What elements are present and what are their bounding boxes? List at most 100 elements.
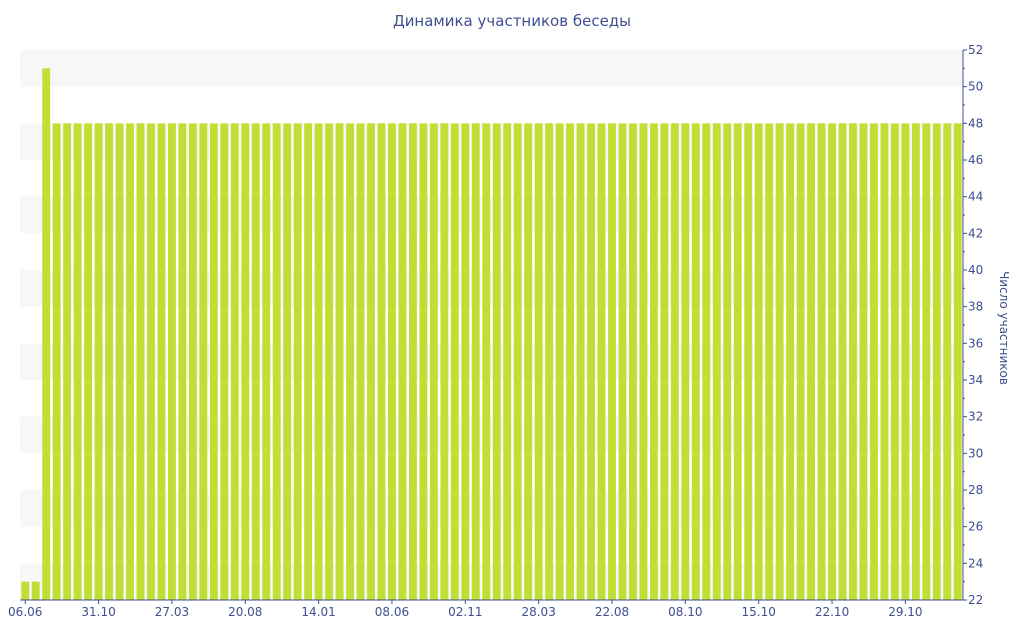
bar[interactable] — [325, 123, 334, 600]
bar[interactable] — [629, 123, 637, 600]
bar[interactable] — [597, 123, 606, 600]
bar[interactable] — [178, 123, 187, 600]
bar[interactable] — [670, 123, 679, 600]
bar[interactable] — [398, 123, 407, 600]
bar[interactable] — [754, 123, 763, 600]
bar[interactable] — [723, 123, 732, 600]
bar[interactable] — [482, 123, 491, 600]
bar[interactable] — [440, 123, 449, 600]
bar[interactable] — [649, 123, 658, 600]
bar[interactable] — [251, 123, 260, 600]
bar[interactable] — [702, 123, 711, 600]
bar[interactable] — [775, 123, 784, 600]
x-tick-label: 15.10 — [742, 605, 776, 619]
bar[interactable] — [73, 123, 82, 600]
y-axis-title: Число участников — [997, 271, 1011, 385]
bar[interactable] — [660, 123, 669, 600]
bar[interactable] — [241, 123, 250, 600]
bar[interactable] — [429, 123, 438, 600]
bar[interactable] — [576, 123, 585, 600]
bar[interactable] — [293, 123, 302, 600]
bar[interactable] — [545, 123, 554, 600]
bar[interactable] — [63, 123, 72, 600]
bar[interactable] — [471, 123, 480, 600]
bar[interactable] — [21, 581, 30, 600]
bar[interactable] — [859, 123, 868, 600]
bar[interactable] — [691, 123, 700, 600]
x-axis: 06.06 31.10 27.03 20.08 14.01 08.06 02.11 28.03… — [8, 599, 963, 619]
bar[interactable] — [890, 123, 899, 600]
bar[interactable] — [922, 123, 931, 600]
bar[interactable] — [765, 123, 774, 600]
bar[interactable] — [817, 123, 826, 600]
bar[interactable] — [199, 123, 208, 600]
x-tick-label: 27.03 — [155, 605, 189, 619]
grid-band — [20, 50, 963, 87]
bar[interactable] — [880, 123, 889, 600]
bar[interactable] — [639, 123, 648, 600]
bar[interactable] — [388, 123, 396, 600]
bar[interactable] — [52, 123, 61, 600]
bar[interactable] — [157, 123, 166, 600]
bar[interactable] — [126, 123, 134, 600]
bar[interactable] — [566, 123, 575, 600]
bar[interactable] — [209, 123, 218, 600]
bar[interactable] — [587, 123, 595, 600]
bar[interactable] — [503, 123, 512, 600]
bar[interactable] — [953, 123, 962, 600]
bar[interactable] — [608, 123, 616, 600]
bar[interactable] — [513, 123, 522, 600]
bar[interactable] — [188, 123, 197, 600]
x-tick-label: 20.08 — [228, 605, 262, 619]
bar[interactable] — [828, 123, 836, 600]
bar[interactable] — [115, 123, 124, 600]
bar[interactable] — [534, 123, 543, 600]
bar[interactable] — [367, 123, 375, 600]
bar[interactable] — [84, 123, 93, 600]
bar[interactable] — [304, 123, 313, 600]
bar[interactable] — [712, 123, 721, 600]
bar[interactable] — [31, 581, 40, 600]
bar[interactable] — [377, 123, 386, 600]
bar[interactable] — [262, 123, 271, 600]
bar[interactable] — [42, 68, 51, 601]
bar[interactable] — [450, 123, 459, 600]
bar[interactable] — [524, 123, 533, 600]
bar[interactable] — [272, 123, 281, 600]
bar[interactable] — [911, 123, 920, 600]
bar[interactable] — [94, 123, 103, 600]
bar[interactable] — [796, 123, 805, 600]
bar[interactable] — [147, 123, 155, 600]
bar[interactable] — [419, 123, 428, 600]
bar[interactable] — [335, 123, 344, 600]
y-tick-label: 30 — [968, 446, 983, 460]
bar[interactable] — [136, 123, 145, 600]
bar[interactable] — [105, 123, 113, 600]
grid-band — [20, 196, 963, 234]
bar[interactable] — [492, 123, 501, 600]
bar[interactable] — [346, 123, 354, 600]
bar[interactable] — [356, 123, 365, 600]
bar[interactable] — [618, 123, 627, 600]
bar[interactable] — [807, 123, 816, 600]
bar[interactable] — [283, 123, 292, 600]
bar[interactable] — [849, 123, 857, 600]
x-tick-label: 22.10 — [815, 605, 849, 619]
bar[interactable] — [943, 123, 952, 600]
bar[interactable] — [461, 123, 470, 600]
bar[interactable] — [870, 123, 878, 600]
bar[interactable] — [744, 123, 753, 600]
bar[interactable] — [230, 123, 239, 600]
bar[interactable] — [408, 123, 417, 600]
bar[interactable] — [220, 123, 229, 600]
bar[interactable] — [555, 123, 564, 600]
bar[interactable] — [314, 123, 323, 600]
bar[interactable] — [932, 123, 941, 600]
bar[interactable] — [901, 123, 910, 600]
bar[interactable] — [681, 123, 690, 600]
bar[interactable] — [733, 123, 742, 600]
bar[interactable] — [838, 123, 847, 600]
bar[interactable] — [167, 123, 176, 600]
bar[interactable] — [786, 123, 795, 600]
